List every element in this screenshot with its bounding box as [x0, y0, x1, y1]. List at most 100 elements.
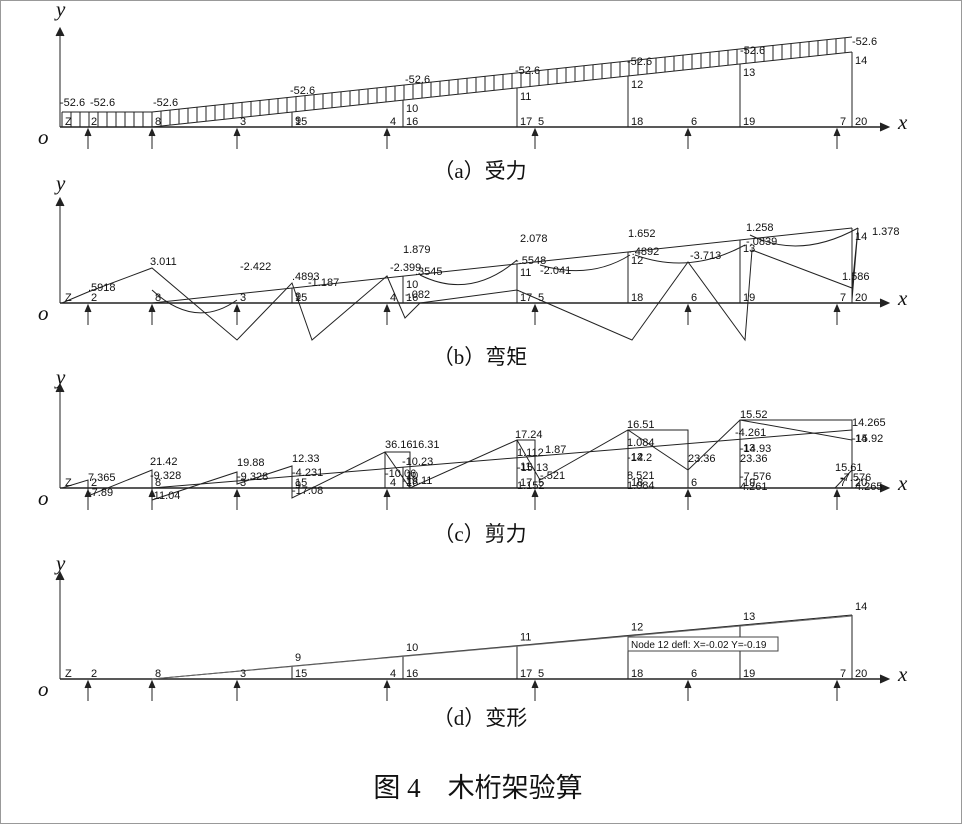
panel-caption: （c）剪力 [433, 522, 526, 546]
node-label: Z [65, 116, 72, 128]
support-arrow [531, 127, 539, 137]
node-label: 8 [155, 292, 161, 304]
node-label: 2 [91, 116, 97, 128]
value-label: 23.36 [688, 453, 716, 465]
panel-caption: （d）变形 [433, 706, 528, 730]
node-label: 8 [155, 477, 161, 489]
node-label: 12 [631, 255, 643, 267]
support-arrow [684, 303, 692, 313]
node-label: 7 [840, 477, 846, 489]
value-label: 1.258 [746, 222, 774, 234]
value-label: -14.2 [627, 452, 652, 464]
node-label: 4 [390, 668, 396, 680]
node-label: 9 [295, 291, 301, 303]
value-label: -11.04 [150, 490, 180, 502]
value-label: 1.112 [517, 447, 544, 459]
value-label: 8.521 [627, 470, 655, 482]
node-label: 5 [538, 116, 544, 128]
tooltip: Node 12 defl: X=-0.02 Y=-0.19 [631, 640, 767, 651]
node-label: 10 [406, 642, 418, 654]
top-chord [151, 429, 853, 489]
node-label: 12 [631, 452, 643, 464]
node-label: 9 [295, 479, 301, 491]
value-label: -9.328 [237, 471, 268, 483]
support-arrow [833, 303, 841, 313]
y-axis-label: y [54, 365, 66, 389]
x-axis-label: x [897, 662, 908, 686]
moment-curve [151, 227, 859, 314]
node-label: 19 [743, 477, 755, 489]
value-label: 19.88 [237, 457, 265, 469]
support-arrow [84, 127, 92, 137]
node-label: 20 [855, 668, 867, 680]
support-arrow [531, 679, 539, 689]
node-label: 20 [855, 292, 867, 304]
value-label: 3.011 [150, 256, 177, 268]
support-arrow [84, 679, 92, 689]
shear-block [516, 439, 536, 489]
value-label: -.0839 [746, 236, 777, 248]
shear-block [627, 429, 689, 489]
node-label: 20 [855, 116, 867, 128]
node-label: 16 [406, 477, 418, 489]
node-label: 6 [691, 668, 697, 680]
value-label: 4.265 [855, 481, 883, 493]
deflected-chord [151, 615, 853, 680]
x-arrow [879, 122, 891, 132]
y-arrow [55, 382, 65, 393]
node-label: 16 [406, 668, 418, 680]
support-arrow [833, 127, 841, 137]
value-label: -1.187 [308, 277, 339, 289]
support-arrow [531, 488, 539, 498]
node-label: 9 [295, 115, 301, 127]
node-label: 3 [240, 668, 246, 680]
node-label: 7 [840, 292, 846, 304]
value-label: -52.6 [90, 97, 115, 109]
node-label: 17 [520, 668, 532, 680]
value-label: 1.87 [545, 444, 566, 456]
value-label: 1.586 [842, 271, 870, 283]
y-axis-label: y [54, 551, 66, 575]
support-arrow [233, 127, 241, 137]
node-label: 18 [631, 292, 643, 304]
x-arrow [879, 674, 891, 684]
value-label: -10.06 [385, 468, 416, 480]
node-label: 3 [240, 292, 246, 304]
node-label: 11 [520, 461, 531, 473]
shear-diagram [61, 419, 853, 501]
origin-label: o [38, 677, 49, 701]
value-label: 36.16 [385, 439, 413, 451]
node-label: 4 [390, 116, 396, 128]
value-label: 7.365 [88, 472, 116, 484]
value-label: .3545 [415, 266, 443, 278]
support-arrow [383, 303, 391, 313]
node-label: 13 [743, 611, 755, 623]
value-label: 16.51 [627, 419, 655, 431]
node-label: 2 [91, 477, 97, 489]
value-label: .5918 [88, 282, 116, 294]
value-label: -52.6 [627, 56, 652, 68]
load-outline [62, 36, 853, 113]
moment-diagram [61, 227, 859, 342]
value-label: 1.084 [627, 437, 655, 449]
support-arrow [233, 303, 241, 313]
value-label: -9.328 [150, 470, 181, 482]
shear-block [384, 451, 411, 489]
node-label: 11 [520, 91, 531, 103]
value-label: 23.36 [740, 453, 768, 465]
value-label: -7.89 [88, 487, 113, 499]
support-arrow [833, 679, 841, 689]
value-label: -2.399 [390, 262, 421, 274]
support-arrow [148, 127, 156, 137]
origin-label: o [38, 301, 49, 325]
support-arrow [531, 303, 539, 313]
value-label: -7.576 [840, 472, 871, 484]
support-arrow [684, 488, 692, 498]
panel-caption: （a）受力 [433, 159, 526, 183]
value-label: -52.6 [515, 65, 540, 77]
value-label: -52.6 [740, 45, 765, 57]
node-label: 16 [406, 116, 418, 128]
node-label: 17 [520, 477, 532, 489]
x-arrow [879, 483, 891, 493]
value-label: 16.31 [412, 439, 440, 451]
